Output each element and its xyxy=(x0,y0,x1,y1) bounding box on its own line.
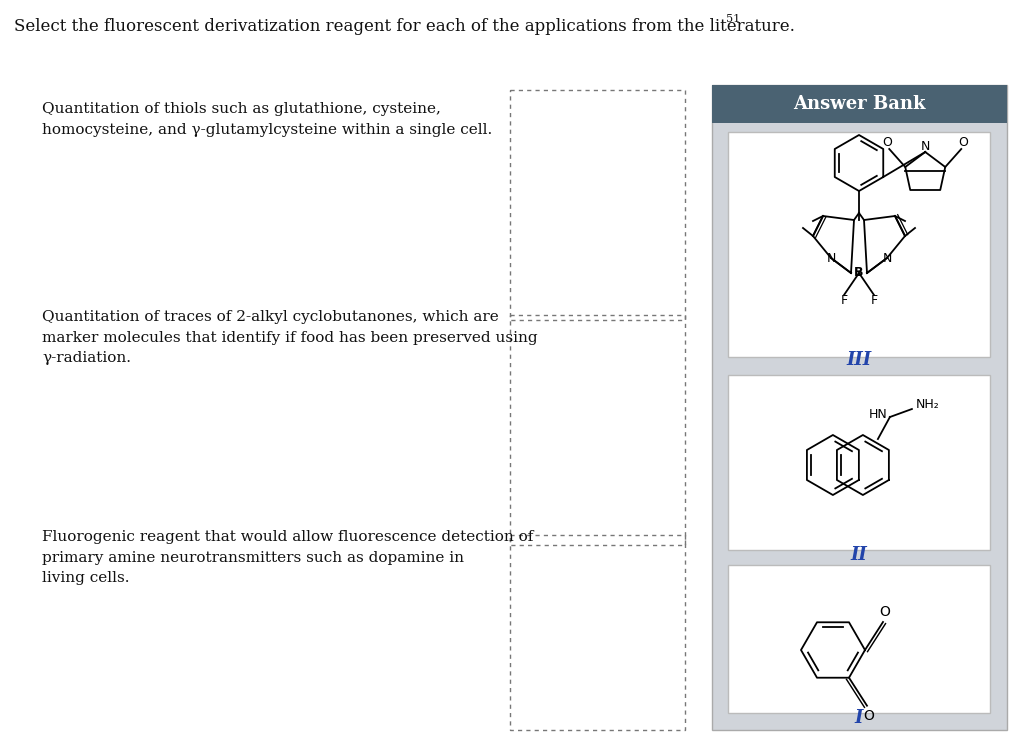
FancyBboxPatch shape xyxy=(712,85,1007,123)
Text: I: I xyxy=(855,709,863,727)
FancyBboxPatch shape xyxy=(728,565,990,713)
Text: Quantitation of traces of 2-alkyl cyclobutanones, which are
marker molecules tha: Quantitation of traces of 2-alkyl cyclob… xyxy=(42,310,538,365)
Text: HN: HN xyxy=(869,407,888,421)
Text: III: III xyxy=(847,351,871,369)
Text: O: O xyxy=(958,136,968,148)
Text: Quantitation of thiols such as glutathione, cysteine,
homocysteine, and γ-glutam: Quantitation of thiols such as glutathio… xyxy=(42,102,493,137)
Text: Answer Bank: Answer Bank xyxy=(794,95,926,113)
Text: B: B xyxy=(854,266,864,280)
Text: NH₂: NH₂ xyxy=(915,398,940,410)
Text: N: N xyxy=(921,140,930,154)
FancyBboxPatch shape xyxy=(728,375,990,550)
Text: Select the fluorescent derivatization reagent for each of the applications from : Select the fluorescent derivatization re… xyxy=(14,18,795,35)
Text: O: O xyxy=(880,605,891,619)
Text: O: O xyxy=(863,708,874,723)
Text: F: F xyxy=(841,294,848,308)
Text: 51: 51 xyxy=(726,14,740,24)
Text: Fluorogenic reagent that would allow fluorescence detection of
primary amine neu: Fluorogenic reagent that would allow flu… xyxy=(42,530,534,585)
FancyBboxPatch shape xyxy=(712,85,1007,730)
FancyBboxPatch shape xyxy=(728,132,990,357)
Text: O: O xyxy=(883,136,892,148)
Text: II: II xyxy=(851,546,867,564)
Text: N: N xyxy=(883,252,892,264)
Text: N: N xyxy=(826,252,836,264)
Text: F: F xyxy=(870,294,878,308)
